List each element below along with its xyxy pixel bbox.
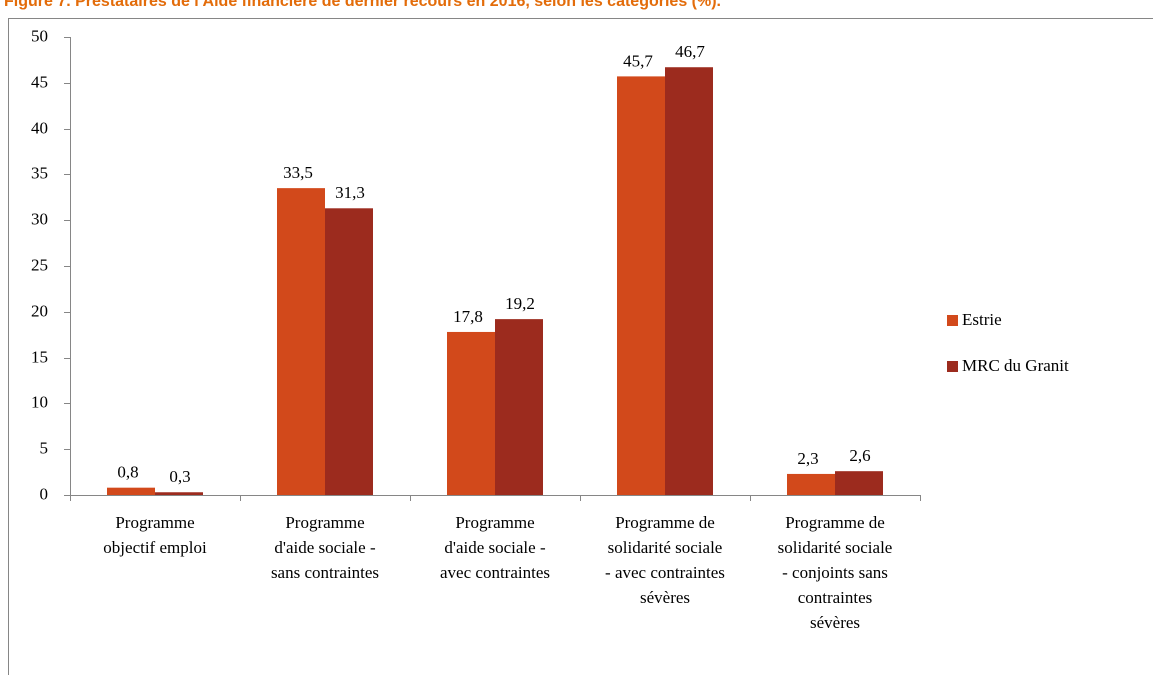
data-label: 31,3 xyxy=(335,183,365,202)
data-label: 46,7 xyxy=(675,42,705,61)
data-label: 0,8 xyxy=(117,463,138,482)
chart-title: Figure 7. Prestataires de l'Aide financi… xyxy=(4,0,721,10)
x-tick-label: d'aide sociale - xyxy=(274,538,376,557)
y-tick-label: 20 xyxy=(31,301,48,320)
data-label: 2,6 xyxy=(849,446,870,465)
y-tick-label: 30 xyxy=(31,209,48,228)
x-tick-label: - conjoints sans xyxy=(782,563,888,582)
x-tick-label: Programme xyxy=(285,513,364,532)
bar xyxy=(277,188,325,495)
x-tick-label: - avec contraintes xyxy=(605,563,725,582)
y-tick-label: 25 xyxy=(31,255,48,274)
x-tick-label: solidarité sociale xyxy=(608,538,723,557)
x-tick-label: avec contraintes xyxy=(440,563,550,582)
x-tick-label: objectif emploi xyxy=(103,538,207,557)
y-tick-label: 35 xyxy=(31,163,48,182)
data-label: 19,2 xyxy=(505,294,535,313)
legend-label: Estrie xyxy=(962,310,1002,329)
y-tick-label: 40 xyxy=(31,118,48,137)
bar xyxy=(787,473,835,495)
x-tick-label: Programme de xyxy=(615,513,715,532)
x-tick-label: solidarité sociale xyxy=(778,538,893,557)
data-label: 17,8 xyxy=(453,307,483,326)
legend-label: MRC du Granit xyxy=(962,356,1069,375)
y-tick-label: 0 xyxy=(40,484,49,503)
x-tick-label: Programme de xyxy=(785,513,885,532)
x-tick-label: contraintes xyxy=(798,588,873,607)
bar xyxy=(495,319,543,495)
y-tick-label: 45 xyxy=(31,72,48,91)
y-tick-label: 15 xyxy=(31,347,48,366)
x-tick-label: sévères xyxy=(810,613,860,632)
data-label: 33,5 xyxy=(283,163,313,182)
data-label: 0,3 xyxy=(169,467,190,486)
y-tick-label: 50 xyxy=(31,26,48,45)
legend-swatch xyxy=(947,315,958,326)
x-tick-label: Programme xyxy=(115,513,194,532)
x-tick-label: sévères xyxy=(640,588,690,607)
bar xyxy=(155,492,203,495)
bar xyxy=(325,208,373,496)
y-tick-label: 5 xyxy=(40,438,49,457)
legend-swatch xyxy=(947,361,958,372)
bar xyxy=(665,67,713,495)
y-tick-label: 10 xyxy=(31,392,48,411)
bar xyxy=(447,331,495,495)
chart-frame xyxy=(8,18,1153,675)
x-tick-label: d'aide sociale - xyxy=(444,538,546,557)
x-tick-label: sans contraintes xyxy=(271,563,379,582)
bar xyxy=(107,487,155,495)
bar xyxy=(835,471,883,495)
x-tick-label: Programme xyxy=(455,513,534,532)
data-label: 2,3 xyxy=(797,449,818,468)
data-label: 45,7 xyxy=(623,51,653,70)
bar xyxy=(617,76,665,495)
